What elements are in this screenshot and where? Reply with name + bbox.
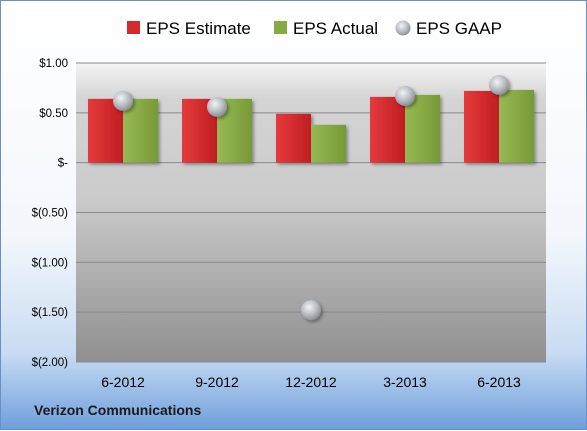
legend-swatch-estimate bbox=[127, 21, 140, 34]
bar-eps-estimate bbox=[370, 96, 405, 163]
legend-label-gaap: EPS GAAP bbox=[416, 19, 502, 38]
marker-eps-gaap bbox=[301, 300, 321, 321]
bar-eps-actual bbox=[311, 124, 346, 163]
bar-eps-estimate bbox=[276, 113, 311, 163]
y-axis-ticks: $1.00 $0.50 $- $(0.50) $(1.00) $(1.50) $(2.00) bbox=[32, 58, 69, 369]
bar-eps-actual bbox=[499, 89, 534, 163]
bar-eps-actual bbox=[405, 94, 440, 163]
x-axis-categories: 6-2012 9-2012 12-2012 3-2013 6-2013 bbox=[101, 374, 521, 390]
y-tick-label: $- bbox=[58, 158, 68, 170]
bars bbox=[88, 89, 534, 163]
marker-eps-gaap bbox=[395, 85, 415, 106]
y-tick-label: $(1.50) bbox=[32, 307, 69, 319]
legend-label-estimate: EPS Estimate bbox=[146, 19, 251, 38]
x-category-label: 9-2012 bbox=[195, 374, 239, 390]
legend-swatch-gaap bbox=[395, 20, 411, 36]
legend-label-actual: EPS Actual bbox=[293, 19, 378, 38]
x-category-label: 3-2013 bbox=[383, 374, 427, 390]
x-category-label: 6-2012 bbox=[101, 374, 145, 390]
legend: EPS Estimate EPS Actual EPS GAAP bbox=[127, 19, 502, 38]
y-tick-label: $(2.00) bbox=[32, 357, 69, 369]
legend-swatch-actual bbox=[274, 21, 287, 34]
y-tick-label: $0.50 bbox=[39, 108, 68, 120]
marker-eps-gaap bbox=[207, 96, 227, 117]
y-tick-label: $1.00 bbox=[39, 58, 68, 70]
gaap-markers bbox=[113, 74, 509, 321]
marker-eps-gaap bbox=[489, 74, 509, 95]
bar-eps-estimate bbox=[464, 90, 499, 163]
bar-eps-estimate bbox=[88, 98, 123, 163]
x-category-label: 6-2013 bbox=[477, 374, 521, 390]
bar-eps-actual bbox=[123, 98, 158, 163]
company-name: Verizon Communications bbox=[34, 402, 202, 418]
marker-eps-gaap bbox=[113, 90, 133, 111]
y-tick-label: $(1.00) bbox=[32, 257, 69, 269]
y-tick-label: $(0.50) bbox=[32, 208, 69, 220]
x-category-label: 12-2012 bbox=[285, 374, 337, 390]
